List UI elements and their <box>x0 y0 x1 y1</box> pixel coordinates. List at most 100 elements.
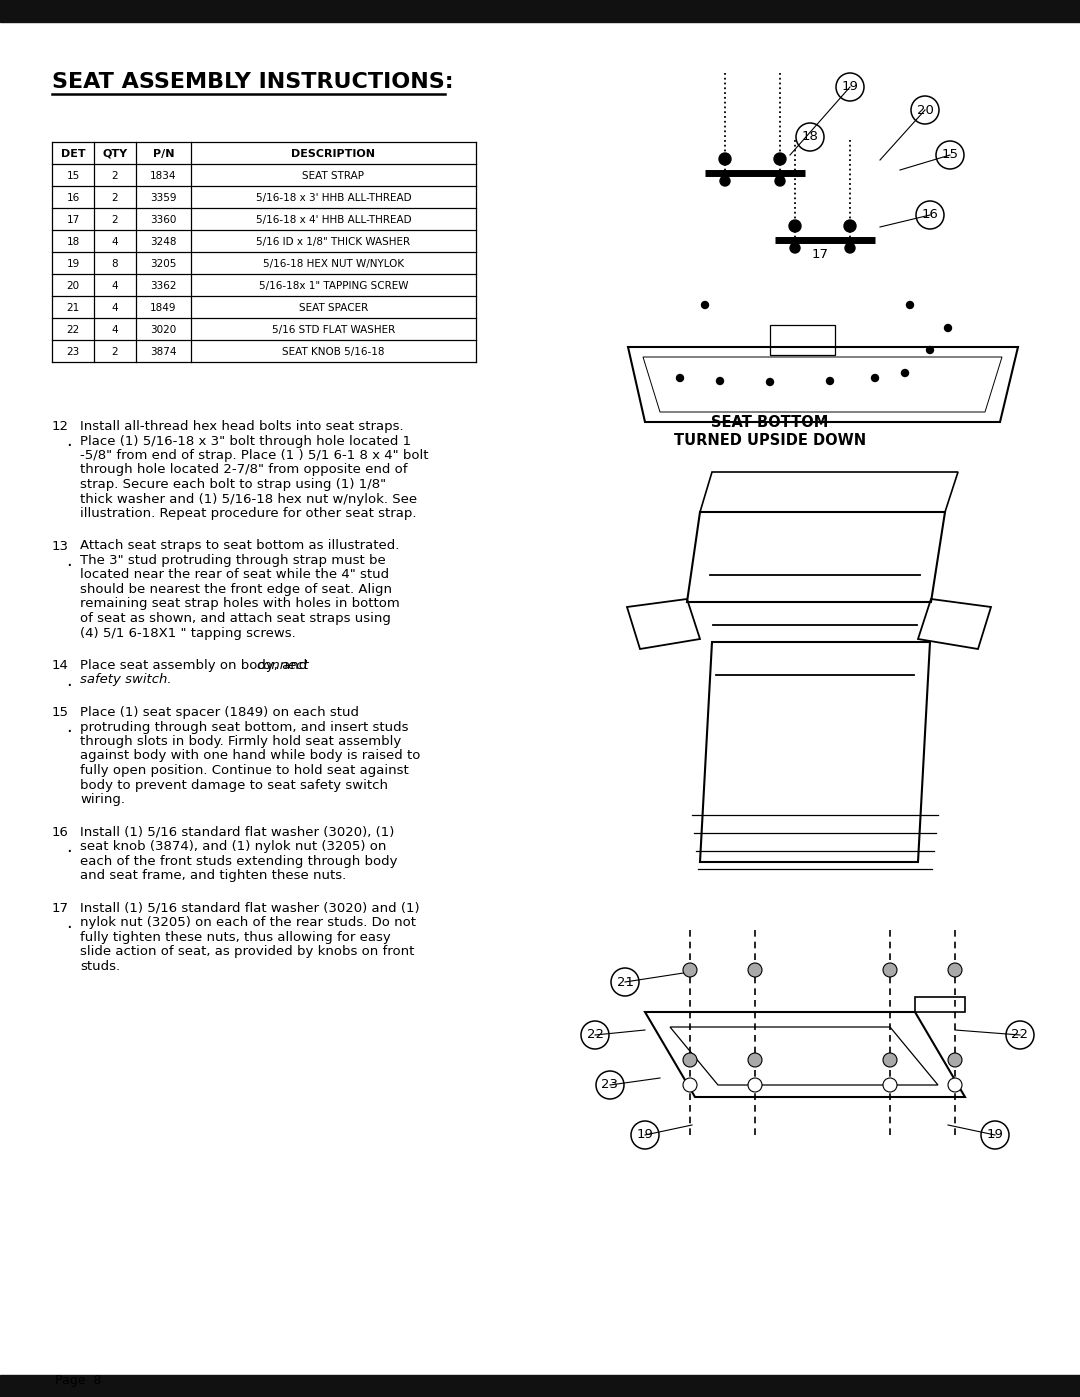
Text: 15: 15 <box>52 705 69 719</box>
Text: 16: 16 <box>66 193 80 203</box>
Circle shape <box>775 176 785 186</box>
Text: 22: 22 <box>66 326 80 335</box>
Text: 18: 18 <box>801 130 819 144</box>
Bar <box>0 0 1080 22</box>
Text: 17: 17 <box>66 215 80 225</box>
Text: QTY: QTY <box>103 149 127 159</box>
Circle shape <box>883 1053 897 1067</box>
Text: thick washer and (1) 5/16-18 hex nut w/nylok. See: thick washer and (1) 5/16-18 hex nut w/n… <box>80 493 417 506</box>
Circle shape <box>683 963 697 977</box>
Text: SEAT BOTTOM: SEAT BOTTOM <box>712 415 828 430</box>
Text: remaining seat strap holes with holes in bottom: remaining seat strap holes with holes in… <box>80 598 400 610</box>
Circle shape <box>683 1053 697 1067</box>
Text: 19: 19 <box>66 258 80 270</box>
Text: ·: · <box>66 557 71 576</box>
Text: 3248: 3248 <box>150 237 177 247</box>
Text: 22: 22 <box>586 1028 604 1042</box>
Text: 1834: 1834 <box>150 170 177 182</box>
Text: 3874: 3874 <box>150 346 177 358</box>
Circle shape <box>720 176 730 186</box>
Text: 4: 4 <box>111 303 119 313</box>
Text: 12: 12 <box>52 420 69 433</box>
Text: 18: 18 <box>66 237 80 247</box>
Circle shape <box>883 963 897 977</box>
Circle shape <box>789 219 801 232</box>
Text: Place seat assembly on body, and: Place seat assembly on body, and <box>80 659 311 672</box>
Text: slide action of seat, as provided by knobs on front: slide action of seat, as provided by kno… <box>80 944 415 958</box>
Text: 17: 17 <box>811 249 828 261</box>
Text: P/N: P/N <box>152 149 174 159</box>
Text: 23: 23 <box>602 1078 619 1091</box>
Circle shape <box>845 243 855 253</box>
Text: ·: · <box>66 676 71 694</box>
Text: ·: · <box>66 842 71 861</box>
Text: 20: 20 <box>917 103 933 116</box>
Circle shape <box>872 374 878 381</box>
Text: 16: 16 <box>921 208 939 222</box>
Circle shape <box>748 963 762 977</box>
Circle shape <box>927 346 933 353</box>
Text: 23: 23 <box>66 346 80 358</box>
Text: The 3" stud protruding through strap must be: The 3" stud protruding through strap mus… <box>80 555 386 567</box>
Text: 5/16-18 x 3' HHB ALL-THREAD: 5/16-18 x 3' HHB ALL-THREAD <box>256 193 411 203</box>
Text: 22: 22 <box>1012 1028 1028 1042</box>
Text: 19: 19 <box>986 1129 1003 1141</box>
Text: TURNED UPSIDE DOWN: TURNED UPSIDE DOWN <box>674 433 866 448</box>
Text: 4: 4 <box>111 326 119 335</box>
Text: each of the front studs extending through body: each of the front studs extending throug… <box>80 855 397 868</box>
Text: SEAT ASSEMBLY INSTRUCTIONS:: SEAT ASSEMBLY INSTRUCTIONS: <box>52 73 454 92</box>
Text: 2: 2 <box>111 170 119 182</box>
Text: and seat frame, and tighten these nuts.: and seat frame, and tighten these nuts. <box>80 869 347 882</box>
Text: SEAT SPACER: SEAT SPACER <box>299 303 368 313</box>
Text: body to prevent damage to seat safety switch: body to prevent damage to seat safety sw… <box>80 778 388 792</box>
Text: 21: 21 <box>617 975 634 989</box>
Circle shape <box>948 1078 962 1092</box>
Text: 3360: 3360 <box>150 215 177 225</box>
Text: 15: 15 <box>66 170 80 182</box>
Text: 19: 19 <box>841 81 859 94</box>
Text: SEAT KNOB 5/16-18: SEAT KNOB 5/16-18 <box>282 346 384 358</box>
Text: studs.: studs. <box>80 960 120 972</box>
Text: 13: 13 <box>52 539 69 552</box>
Text: 3205: 3205 <box>150 258 177 270</box>
Circle shape <box>683 1078 697 1092</box>
Text: against body with one hand while body is raised to: against body with one hand while body is… <box>80 750 420 763</box>
Text: 4: 4 <box>111 281 119 291</box>
Text: Install all-thread hex head bolts into seat straps.: Install all-thread hex head bolts into s… <box>80 420 404 433</box>
Circle shape <box>948 1053 962 1067</box>
Text: 2: 2 <box>111 193 119 203</box>
Text: Install (1) 5/16 standard flat washer (3020) and (1): Install (1) 5/16 standard flat washer (3… <box>80 901 420 915</box>
Text: illustration. Repeat procedure for other seat strap.: illustration. Repeat procedure for other… <box>80 507 417 520</box>
Text: located near the rear of seat while the 4" stud: located near the rear of seat while the … <box>80 569 389 581</box>
Text: 20: 20 <box>67 281 80 291</box>
Text: wiring.: wiring. <box>80 793 125 806</box>
Text: 4: 4 <box>111 237 119 247</box>
Circle shape <box>748 1053 762 1067</box>
Text: strap. Secure each bolt to strap using (1) 1/8": strap. Secure each bolt to strap using (… <box>80 478 387 490</box>
Circle shape <box>945 324 951 331</box>
Circle shape <box>789 243 800 253</box>
Text: DET: DET <box>60 149 85 159</box>
Bar <box>0 1375 1080 1397</box>
Text: DESCRIPTION: DESCRIPTION <box>292 149 376 159</box>
Text: safety switch.: safety switch. <box>80 673 172 686</box>
Text: Place (1) seat spacer (1849) on each stud: Place (1) seat spacer (1849) on each stu… <box>80 705 359 719</box>
Text: through slots in body. Firmly hold seat assembly: through slots in body. Firmly hold seat … <box>80 735 402 747</box>
Text: connect: connect <box>257 659 309 672</box>
Text: 5/16 STD FLAT WASHER: 5/16 STD FLAT WASHER <box>272 326 395 335</box>
Text: fully tighten these nuts, thus allowing for easy: fully tighten these nuts, thus allowing … <box>80 930 391 943</box>
Circle shape <box>883 1078 897 1092</box>
Text: 8: 8 <box>111 258 119 270</box>
Circle shape <box>748 1078 762 1092</box>
Text: 5/16 ID x 1/8" THICK WASHER: 5/16 ID x 1/8" THICK WASHER <box>256 237 410 247</box>
Text: Attach seat straps to seat bottom as illustrated.: Attach seat straps to seat bottom as ill… <box>80 539 400 552</box>
Circle shape <box>826 377 834 384</box>
Text: 2: 2 <box>111 215 119 225</box>
Text: Page  8: Page 8 <box>55 1375 102 1387</box>
Text: 15: 15 <box>942 148 959 162</box>
Circle shape <box>676 374 684 381</box>
Text: 1849: 1849 <box>150 303 177 313</box>
Text: protruding through seat bottom, and insert studs: protruding through seat bottom, and inse… <box>80 721 408 733</box>
Text: 5/16-18x 1" TAPPING SCREW: 5/16-18x 1" TAPPING SCREW <box>259 281 408 291</box>
Text: -5/8" from end of strap. Place (1 ) 5/1 6-1 8 x 4" bolt: -5/8" from end of strap. Place (1 ) 5/1 … <box>80 448 429 462</box>
